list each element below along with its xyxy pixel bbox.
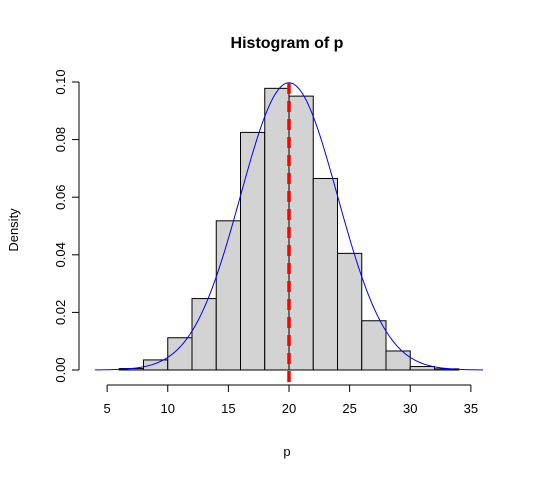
x-tick-label-15: 15	[221, 401, 235, 416]
x-tick-label-30: 30	[403, 401, 417, 416]
histogram-bar-7	[288, 95, 314, 371]
histogram-bar-9	[337, 252, 363, 371]
histogram-bar-2	[167, 337, 193, 371]
x-tick-label-20: 20	[282, 401, 296, 416]
x-tick-label-35: 35	[464, 401, 478, 416]
bars-group	[118, 87, 460, 371]
y-axis-label: Density	[6, 208, 21, 252]
x-tick-label-25: 25	[342, 401, 356, 416]
histogram-bar-3	[191, 298, 217, 371]
y-tick-label-3: 0.06	[53, 185, 68, 210]
y-tick-label-0: 0.00	[53, 357, 68, 382]
histogram-bar-5	[240, 131, 266, 371]
histogram-bar-8	[312, 177, 338, 371]
x-tick-label-10: 10	[161, 401, 175, 416]
histogram-bar-6	[264, 87, 290, 371]
y-tick-label-5: 0.10	[53, 69, 68, 94]
y-tick-label-2: 0.04	[53, 242, 68, 267]
y-tick-label-4: 0.08	[53, 127, 68, 152]
density-curve-layer	[94, 82, 484, 371]
chart-title: Histogram of p	[231, 35, 344, 52]
y-tick-label-1: 0.02	[53, 300, 68, 325]
histogram-bar-10	[361, 320, 387, 371]
histogram-bar-12	[409, 366, 435, 371]
y-axis: 0.00 0.02 0.04 0.06 0.08 0.10	[53, 69, 80, 383]
x-axis-label: p	[283, 444, 290, 459]
normal-density-curve	[94, 82, 484, 371]
x-axis: 5 10 15 20 25 30 35	[104, 384, 478, 416]
histogram-bar-11	[385, 350, 411, 371]
histogram-bar-4	[215, 220, 241, 371]
histogram-bar-1	[143, 359, 169, 371]
x-tick-label-5: 5	[104, 401, 111, 416]
